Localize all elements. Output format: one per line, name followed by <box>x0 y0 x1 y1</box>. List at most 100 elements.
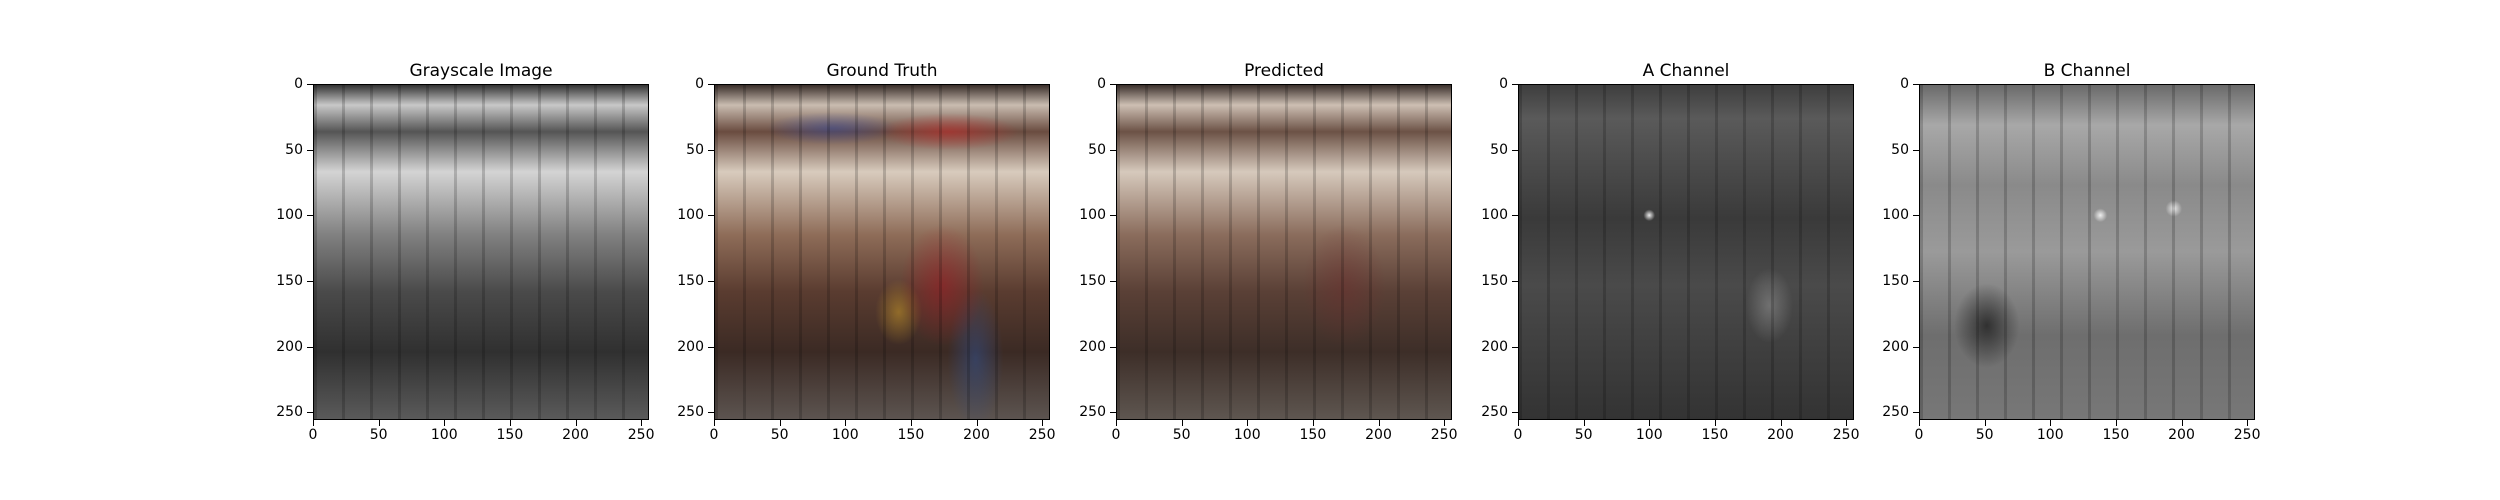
x-tick-label: 0 <box>1513 427 1523 443</box>
y-tick-mark <box>708 149 714 151</box>
x-tick-label: 0 <box>1914 427 1924 443</box>
x-tick-mark <box>976 420 978 426</box>
y-tick-label: 250 <box>1882 404 1909 421</box>
panel-image <box>714 84 1050 420</box>
image-texture <box>1519 85 1853 419</box>
y-tick-label: 50 <box>285 141 303 158</box>
x-tick-mark <box>641 420 643 426</box>
x-tick-mark <box>1312 420 1315 426</box>
x-tick-mark <box>2050 420 2052 426</box>
y-tick-mark <box>708 280 714 283</box>
y-tick-mark <box>708 346 714 348</box>
x-tick-label: 0 <box>709 427 719 443</box>
y-tick-label: 250 <box>677 404 704 421</box>
y-tick-label: 150 <box>1481 272 1508 289</box>
panel-image <box>1919 84 2255 420</box>
y-tick-label: 150 <box>677 272 704 289</box>
panel-image <box>1518 84 1854 420</box>
panel-image <box>313 84 649 420</box>
y-tick-mark <box>307 412 313 414</box>
y-tick-label: 250 <box>1079 404 1106 421</box>
y-tick-label: 250 <box>1481 404 1508 421</box>
y-tick-mark <box>1913 412 1919 414</box>
y-tick-label: 200 <box>677 338 704 355</box>
y-tick-label: 100 <box>677 207 704 224</box>
y-tick-mark <box>708 215 714 217</box>
x-tick-mark <box>1984 420 1986 426</box>
x-tick-mark <box>1780 420 1782 426</box>
x-tick-label: 250 <box>1832 427 1860 443</box>
x-tick-mark <box>1714 420 1717 426</box>
x-tick-mark <box>1583 420 1585 426</box>
y-tick-mark <box>1512 412 1518 414</box>
y-tick-mark <box>1512 149 1518 151</box>
y-tick-label: 200 <box>1481 338 1508 355</box>
photo-pred <box>1117 85 1451 419</box>
x-tick-mark <box>1042 420 1044 426</box>
y-tick-mark <box>1913 346 1919 348</box>
x-tick-label: 200 <box>1365 427 1392 443</box>
y-tick-mark <box>307 149 313 151</box>
y-tick-label: 100 <box>276 207 303 224</box>
x-tick-mark <box>714 420 716 426</box>
y-tick-label: 100 <box>1079 207 1106 224</box>
y-tick-label: 50 <box>1891 141 1909 158</box>
x-tick-label: 150 <box>496 427 524 443</box>
photo-gray <box>314 85 648 419</box>
panel-title: Ground Truth <box>826 61 938 81</box>
y-tick-label: 200 <box>1079 338 1106 355</box>
x-tick-label: 150 <box>1299 427 1327 443</box>
x-tick-label: 250 <box>2233 427 2261 443</box>
x-tick-label: 200 <box>963 427 990 443</box>
y-tick-mark <box>1110 149 1116 151</box>
y-tick-mark <box>1913 280 1919 283</box>
y-tick-label: 0 <box>1097 76 1106 92</box>
x-tick-mark <box>378 420 380 426</box>
x-tick-mark <box>910 420 913 426</box>
y-tick-label: 100 <box>1481 207 1508 224</box>
x-tick-label: 50 <box>1975 427 1994 443</box>
x-tick-label: 150 <box>2102 427 2130 443</box>
x-tick-mark <box>2115 420 2118 426</box>
y-tick-mark <box>1512 346 1518 348</box>
panel-title: B Channel <box>2043 61 2131 81</box>
x-tick-mark <box>845 420 847 426</box>
y-tick-mark <box>307 346 313 348</box>
x-tick-label: 250 <box>1430 427 1458 443</box>
y-tick-label: 200 <box>276 338 303 355</box>
image-texture <box>1117 85 1451 419</box>
x-tick-mark <box>575 420 577 426</box>
y-tick-label: 150 <box>276 272 303 289</box>
y-tick-label: 200 <box>1882 338 1909 355</box>
x-tick-mark <box>1247 420 1249 426</box>
image-texture <box>715 85 1049 419</box>
photo-b <box>1920 85 2254 419</box>
y-tick-mark <box>1913 149 1919 151</box>
x-tick-label: 250 <box>1028 427 1056 443</box>
panel-title: Predicted <box>1244 61 1324 81</box>
y-tick-label: 0 <box>1499 76 1508 92</box>
x-tick-label: 0 <box>1111 427 1121 443</box>
photo-a <box>1519 85 1853 419</box>
x-tick-mark <box>2247 420 2249 426</box>
y-tick-mark <box>307 215 313 217</box>
x-tick-mark <box>1649 420 1651 426</box>
x-tick-mark <box>1116 420 1118 426</box>
y-tick-mark <box>1512 84 1518 86</box>
x-tick-mark <box>779 420 781 426</box>
x-tick-mark <box>1919 420 1921 426</box>
y-tick-mark <box>1110 412 1116 414</box>
y-tick-label: 0 <box>695 76 704 92</box>
y-tick-mark <box>708 84 714 86</box>
y-tick-label: 0 <box>294 76 303 92</box>
image-texture <box>1920 85 2254 419</box>
y-tick-label: 50 <box>1490 141 1508 158</box>
y-tick-mark <box>708 412 714 414</box>
y-tick-label: 50 <box>686 141 704 158</box>
x-tick-label: 50 <box>1172 427 1191 443</box>
x-tick-label: 50 <box>770 427 789 443</box>
x-tick-label: 250 <box>627 427 655 443</box>
x-tick-label: 150 <box>897 427 925 443</box>
photo-color <box>715 85 1049 419</box>
y-tick-mark <box>307 84 313 86</box>
